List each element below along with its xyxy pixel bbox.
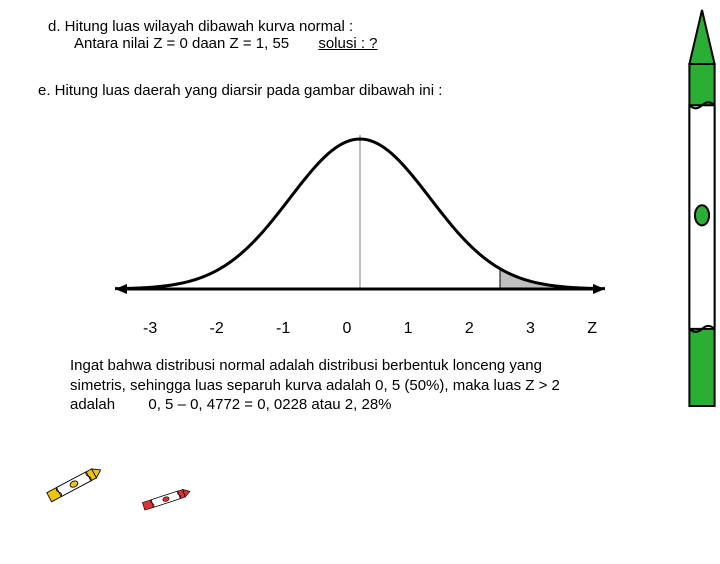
x-tick-label: -2	[210, 320, 224, 338]
problem-d-line1: d. Hitung luas wilayah dibawah kurva nor…	[30, 18, 690, 35]
normal-curve-chart: -3 -2 -1 0 1 2 3 Z	[115, 129, 605, 338]
problem-d-line2: Antara nilai Z = 0 daan Z = 1, 55 solusi…	[30, 35, 690, 52]
x-tick-label: -3	[143, 320, 157, 338]
x-tick-label: 3	[526, 320, 535, 338]
crayon-bottom-right	[70, 490, 190, 540]
explain-line1: Ingat bahwa distribusi normal adalah dis…	[70, 356, 658, 376]
x-tick-label: 2	[465, 320, 474, 338]
problem-d-line2-pre: Antara nilai Z = 0 daan Z = 1, 55	[74, 35, 289, 52]
problem-d-solusi: solusi : ?	[318, 35, 377, 52]
explanation-text: Ingat bahwa distribusi normal adalah dis…	[30, 356, 690, 415]
x-tick-label: 0	[343, 320, 352, 338]
explain-line2: simetris, sehingga luas separuh kurva ad…	[70, 376, 658, 396]
crayon-right	[684, 8, 720, 408]
x-tick-label: Z	[587, 320, 597, 338]
x-axis-labels: -3 -2 -1 0 1 2 3 Z	[115, 320, 605, 338]
x-tick-label: -1	[276, 320, 290, 338]
problem-e-line: e. Hitung luas daerah yang diarsir pada …	[30, 82, 690, 99]
explain-line3: adalah 0, 5 – 0, 4772 = 0, 0228 atau 2, …	[70, 395, 658, 415]
x-tick-label: 1	[404, 320, 413, 338]
